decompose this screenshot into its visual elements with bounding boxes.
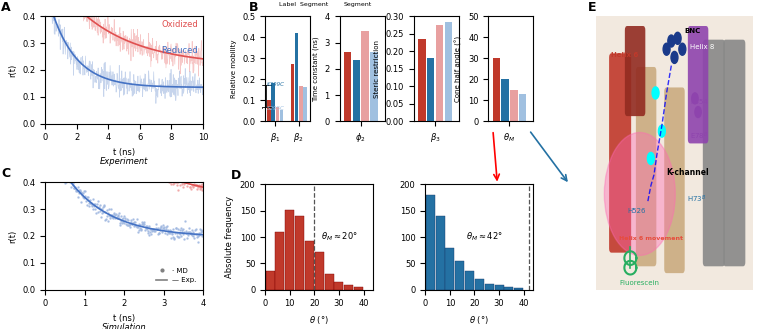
Bar — [484, 284, 494, 290]
Bar — [465, 271, 474, 290]
FancyBboxPatch shape — [723, 40, 746, 266]
Ellipse shape — [604, 133, 675, 255]
Bar — [276, 232, 285, 290]
Bar — [425, 195, 435, 290]
Bar — [444, 22, 452, 121]
X-axis label: t (ns): t (ns) — [113, 148, 136, 157]
Text: K-channel: K-channel — [667, 168, 709, 177]
Bar — [418, 39, 425, 121]
Text: Helix 8: Helix 8 — [690, 44, 715, 50]
Text: S295C: S295C — [266, 106, 285, 112]
Bar — [436, 25, 443, 121]
X-axis label: t (ns): t (ns) — [113, 314, 136, 323]
Circle shape — [679, 43, 686, 55]
Bar — [315, 252, 324, 290]
Bar — [285, 210, 294, 290]
Text: Simulation: Simulation — [102, 323, 147, 329]
Text: D: D — [231, 169, 241, 182]
Bar — [353, 60, 360, 121]
Text: E: E — [588, 1, 597, 14]
Text: $\theta_M \approx 20°$: $\theta_M \approx 20°$ — [322, 230, 358, 242]
Text: BNC: BNC — [684, 28, 700, 34]
FancyBboxPatch shape — [688, 26, 709, 143]
Bar — [435, 216, 444, 290]
Bar — [271, 83, 275, 121]
Legend: · MD, — Exp.: · MD, — Exp. — [154, 265, 199, 286]
Text: Helix 6 movement: Helix 6 movement — [619, 236, 684, 241]
Bar — [344, 285, 354, 290]
Bar — [514, 289, 523, 290]
Text: Helix 6: Helix 6 — [612, 52, 639, 59]
Text: Oxidized: Oxidized — [161, 20, 198, 29]
Circle shape — [652, 87, 659, 99]
X-axis label: $\theta$ (°): $\theta$ (°) — [310, 314, 329, 326]
Bar — [294, 33, 298, 121]
Circle shape — [647, 152, 654, 164]
Bar — [305, 241, 314, 290]
FancyBboxPatch shape — [625, 26, 645, 116]
Text: Reduced: Reduced — [161, 46, 198, 55]
Text: Experiment: Experiment — [100, 157, 148, 166]
Bar — [361, 31, 369, 121]
Y-axis label: Cone half angle (°): Cone half angle (°) — [455, 36, 463, 102]
Bar — [325, 274, 334, 290]
Bar — [304, 87, 307, 121]
Text: H73$^B$: H73$^B$ — [687, 193, 706, 205]
Bar — [295, 216, 304, 290]
FancyBboxPatch shape — [702, 40, 725, 266]
Text: Fluorescein: Fluorescein — [619, 280, 659, 287]
Text: A: A — [2, 1, 11, 14]
Bar — [445, 247, 454, 290]
Text: $\theta_M \approx 42°$: $\theta_M \approx 42°$ — [466, 230, 503, 242]
Bar — [504, 287, 513, 290]
Bar — [494, 285, 503, 290]
Circle shape — [671, 51, 678, 63]
Y-axis label: Absolute frequency: Absolute frequency — [225, 196, 234, 278]
X-axis label: $\theta$ (°): $\theta$ (°) — [469, 314, 489, 326]
Bar — [335, 282, 344, 290]
Text: E78$^B$: E78$^B$ — [690, 131, 709, 142]
Y-axis label: Steric restriction: Steric restriction — [374, 40, 380, 98]
Text: C: C — [2, 167, 11, 180]
Bar — [455, 261, 464, 290]
Bar — [291, 64, 294, 121]
Text: Segment: Segment — [344, 2, 372, 7]
Bar — [475, 279, 484, 290]
Text: K354: K354 — [690, 99, 708, 105]
Y-axis label: r(t): r(t) — [8, 63, 17, 77]
FancyBboxPatch shape — [596, 16, 753, 290]
Bar — [267, 100, 271, 121]
Y-axis label: r(t): r(t) — [8, 229, 17, 242]
Circle shape — [659, 125, 665, 137]
Bar — [370, 52, 378, 121]
Bar — [427, 59, 435, 121]
Text: B: B — [249, 1, 259, 14]
Circle shape — [668, 35, 674, 47]
Bar — [493, 59, 500, 121]
Bar — [354, 287, 363, 290]
FancyBboxPatch shape — [609, 53, 631, 253]
FancyBboxPatch shape — [664, 88, 684, 273]
Bar — [280, 110, 283, 121]
Circle shape — [692, 93, 698, 104]
Circle shape — [674, 32, 681, 44]
Bar — [501, 80, 509, 121]
Y-axis label: Time constant (ns): Time constant (ns) — [313, 36, 319, 102]
Bar — [299, 86, 303, 121]
Text: K299C: K299C — [266, 82, 285, 87]
Circle shape — [695, 107, 701, 117]
Bar — [266, 271, 275, 290]
Text: H526: H526 — [628, 208, 646, 214]
Y-axis label: Relative mobility: Relative mobility — [231, 40, 237, 98]
Bar — [510, 90, 518, 121]
Circle shape — [663, 43, 670, 55]
Text: Label  Segment: Label Segment — [279, 2, 328, 7]
FancyBboxPatch shape — [636, 67, 656, 266]
Bar — [276, 107, 279, 121]
Bar — [344, 52, 351, 121]
Bar — [519, 94, 526, 121]
